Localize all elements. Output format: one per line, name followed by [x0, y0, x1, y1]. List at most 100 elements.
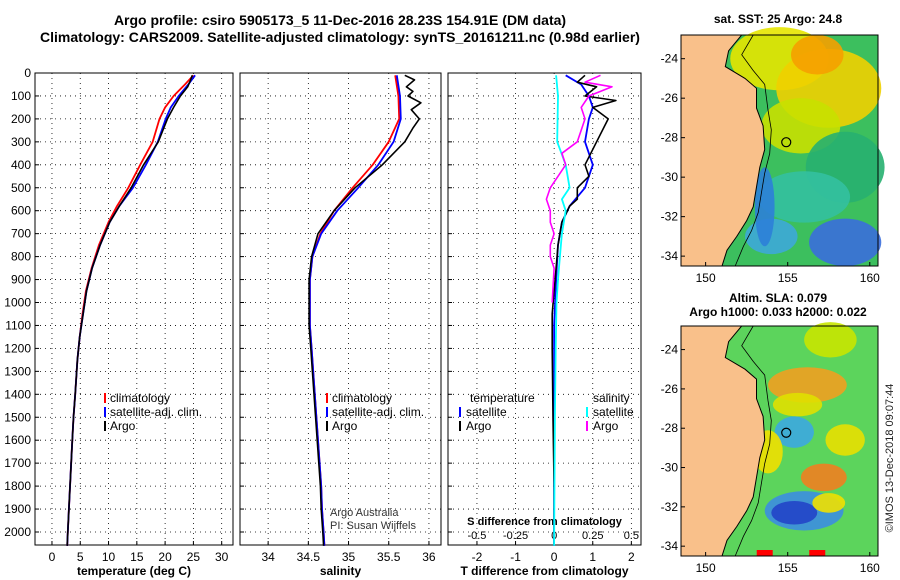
x-tick-label: 1	[589, 550, 596, 564]
legend-label: Argo	[110, 419, 136, 433]
x-tick-label: 25	[187, 550, 201, 564]
x-top-tick-label: 0.5	[624, 530, 639, 542]
legend-label: satellite	[466, 405, 507, 419]
sla-map-field-patch	[812, 493, 846, 513]
x-axis-label: T difference from climatology	[460, 564, 628, 578]
map-lat-label: -24	[661, 52, 679, 66]
sst-map-field-patch	[758, 171, 851, 223]
map-lat-label: -30	[661, 461, 679, 475]
x-top-tick-label: -0.5	[467, 530, 486, 542]
legend-label: Argo	[593, 419, 619, 433]
sst-map	[680, 27, 885, 267]
legend-label: Argo	[466, 419, 492, 433]
series-temperature-argo	[551, 74, 617, 546]
legend-label: climatology	[332, 391, 392, 405]
map-lat-label: -24	[661, 343, 679, 357]
map-lon-label: 155	[778, 271, 798, 285]
sla-map-field-patch	[768, 367, 847, 403]
y-tick-label: 1200	[4, 341, 31, 355]
sla-map-field-patch	[800, 463, 847, 492]
x-tick-label: 20	[158, 550, 172, 564]
x-tick-label: 0	[49, 550, 56, 564]
map-lat-label: -34	[661, 249, 679, 263]
y-tick-label: 1000	[4, 296, 31, 310]
credit-label: ©IMOS 13-Dec-2018 09:07:44	[884, 384, 896, 533]
sla-map-field-patch	[774, 416, 814, 448]
y-tick-label: 200	[11, 112, 31, 126]
map-lon-label: 160	[860, 271, 880, 285]
x-tick-label: 36	[422, 550, 436, 564]
sst-map-isobath	[734, 34, 772, 267]
y-tick-label: 1600	[4, 433, 31, 447]
sst-map-frame	[680, 34, 879, 267]
panel-2-frame	[239, 72, 442, 546]
sla-map-land	[680, 325, 766, 557]
y-tick-label: 2000	[4, 525, 31, 539]
x-tick-label: 35.5	[377, 550, 401, 564]
series-salinity-argo	[545, 74, 613, 303]
x-tick-label: 30	[215, 550, 229, 564]
series-climatology	[308, 75, 401, 546]
x-tick-label: 34	[261, 550, 275, 564]
panel-3-frame	[447, 72, 642, 546]
x-tick-label: 2	[628, 550, 635, 564]
legend-label: satellite-adj. clim.	[332, 405, 424, 419]
series-argo	[66, 75, 194, 546]
panel-1-frame	[34, 72, 234, 546]
y-tick-label: 1900	[4, 502, 31, 516]
sla-map-isobath	[734, 325, 772, 557]
map-lat-label: -26	[661, 91, 679, 105]
y-tick-label: 900	[11, 273, 31, 287]
panel-3-series	[545, 74, 617, 546]
x-axis-label: temperature (deg C)	[77, 564, 191, 578]
map-lat-label: -34	[661, 539, 679, 553]
y-tick-label: 1300	[4, 364, 31, 378]
y-tick-label: 1500	[4, 410, 31, 424]
legend-heading: temperature	[470, 391, 535, 405]
sst-map-title: sat. SST: 25 Argo: 24.8	[713, 12, 843, 26]
figure-title-line2: Climatology: CARS2009. Satellite-adjuste…	[40, 29, 640, 45]
sla-high-patch	[809, 550, 826, 556]
x-top-tick-label: 0.25	[582, 530, 603, 542]
series-salinity-satellite	[553, 75, 571, 546]
map-lat-label: -32	[661, 210, 679, 224]
legend-label: satellite-adj. clim.	[110, 405, 202, 419]
legend-label: Argo	[332, 419, 358, 433]
y-tick-label: 800	[11, 250, 31, 264]
y-tick-label: 1700	[4, 456, 31, 470]
map-lat-label: -32	[661, 500, 679, 514]
sla-map	[680, 322, 879, 557]
map-lat-label: -26	[661, 382, 679, 396]
y-tick-label: 1800	[4, 479, 31, 493]
x-tick-label: 5	[77, 550, 84, 564]
map-lat-label: -28	[661, 421, 679, 435]
sst-map-field-patch	[754, 167, 775, 247]
panel-2-series	[308, 74, 422, 546]
map-lon-label: 150	[696, 561, 716, 575]
x-tick-label: 34.5	[297, 550, 321, 564]
series-argo	[308, 74, 422, 546]
series-satellite-adj-clim-	[308, 75, 402, 546]
sla-map-field-patch	[804, 322, 857, 358]
sla-map-field-patch	[825, 424, 865, 456]
y-tick-label: 400	[11, 158, 31, 172]
footnote-line1: Argo Australia	[330, 507, 399, 519]
series-satellite-adj-clim-	[66, 74, 196, 546]
y-tick-label: 300	[11, 135, 31, 149]
series-temperature-satellite	[553, 74, 594, 546]
y-tick-label: 1400	[4, 387, 31, 401]
x-tick-label: 0	[551, 550, 558, 564]
sst-map-profile-marker-icon	[781, 137, 792, 148]
legend-heading: salinity	[593, 391, 630, 405]
map-lon-label: 160	[860, 561, 880, 575]
map-lon-label: 150	[696, 271, 716, 285]
x-top-axis-label: S difference from climatology	[467, 516, 623, 528]
legend-label: satellite	[593, 405, 634, 419]
y-tick-label: 700	[11, 227, 31, 241]
sla-map-field-patch	[772, 392, 823, 417]
figure-title-line1: Argo profile: csiro 5905173_5 11-Dec-201…	[113, 12, 567, 28]
sla-map-title-2: Argo h1000: 0.033 h2000: 0.022	[689, 305, 867, 319]
x-tick-label: -1	[510, 550, 521, 564]
sst-map-land	[680, 34, 766, 267]
